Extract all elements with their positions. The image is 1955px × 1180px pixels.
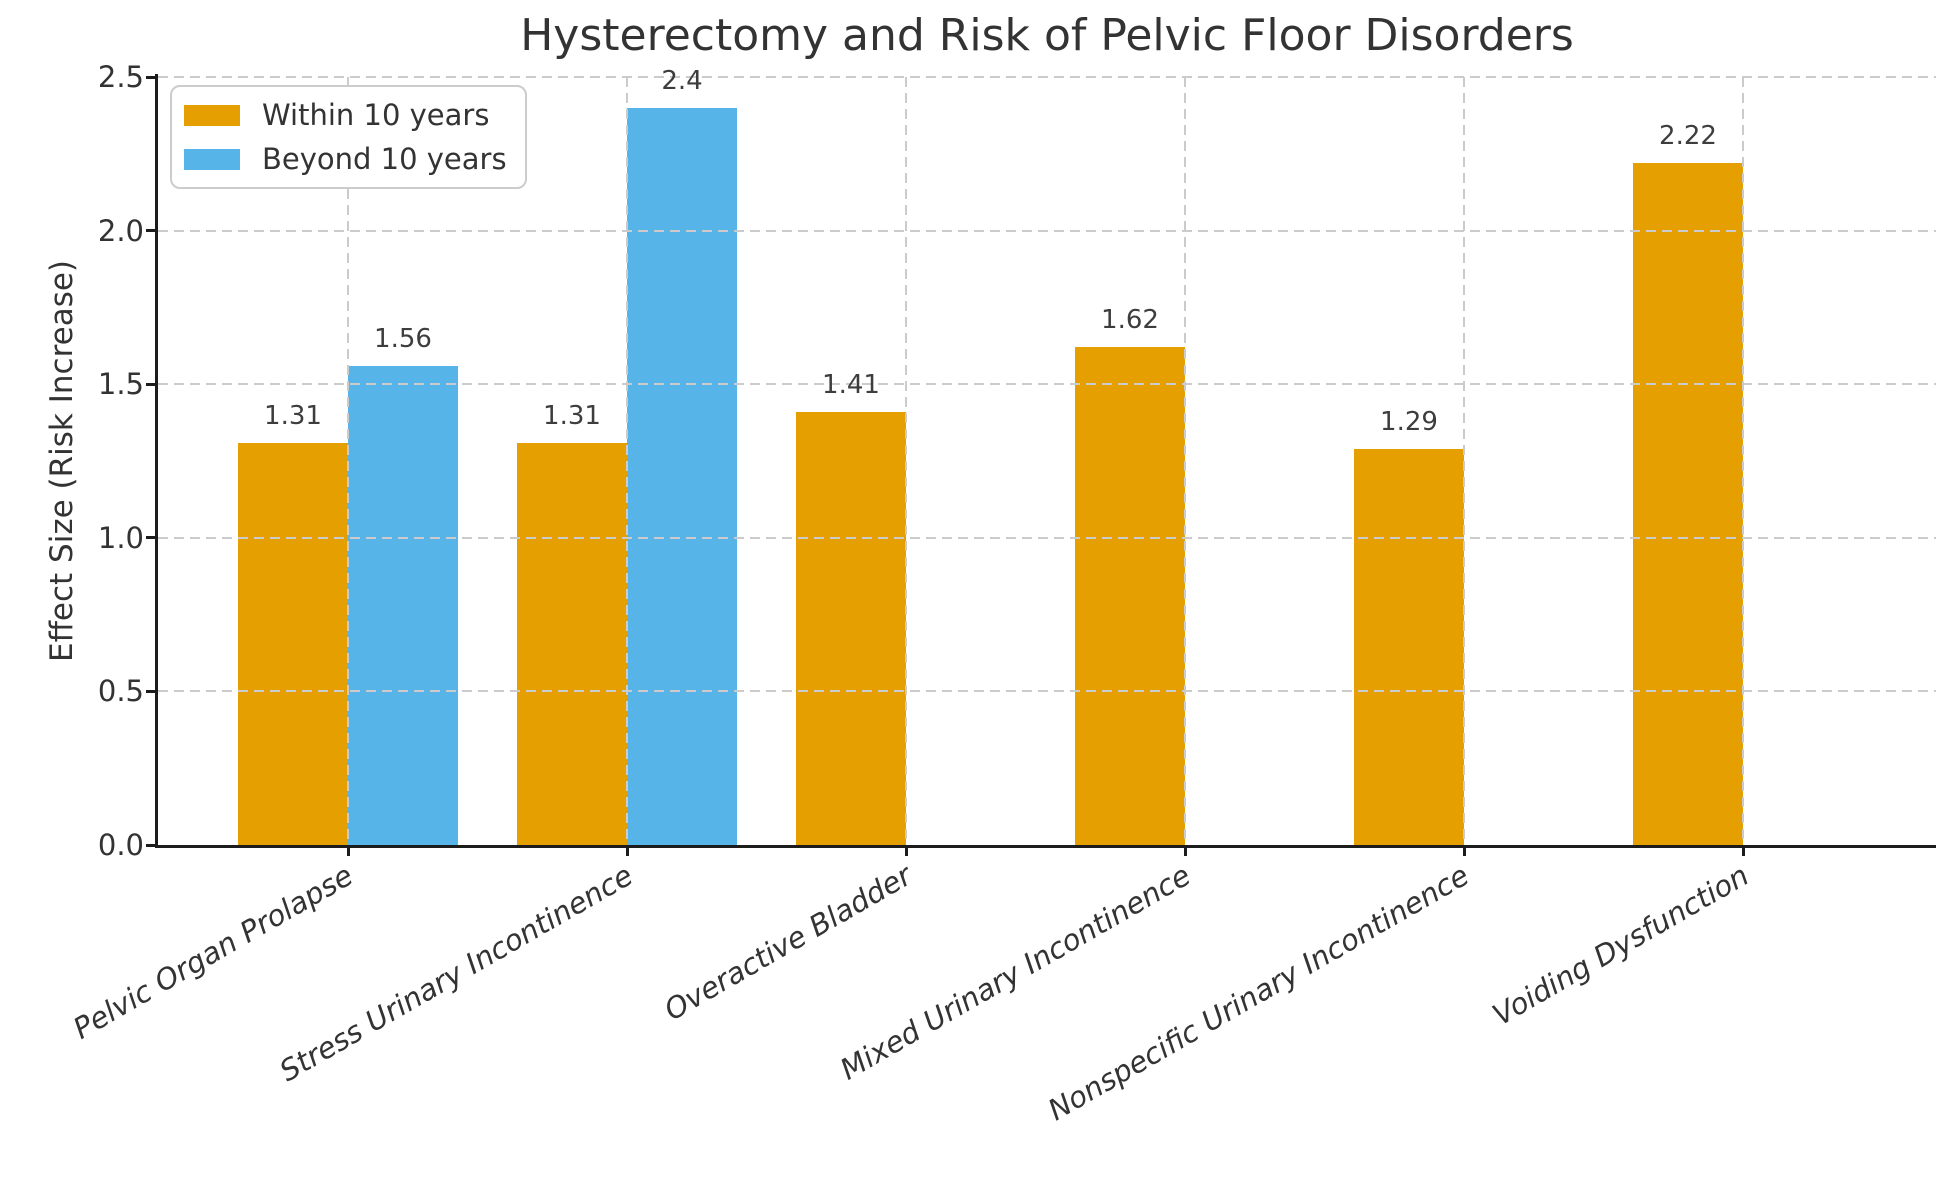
bar-within-10-years (1075, 347, 1185, 845)
y-tick-label: 0.5 (97, 674, 144, 709)
gridline-horizontal (158, 229, 1936, 232)
y-tick-label: 0.0 (97, 828, 144, 862)
legend-label: Beyond 10 years (262, 142, 507, 176)
gridline-vertical (347, 77, 349, 845)
bar-value-label: 1.56 (374, 323, 432, 354)
x-axis-tick (1741, 847, 1745, 856)
bar-value-label: 1.62 (1101, 305, 1159, 336)
y-axis-tick (146, 689, 156, 693)
y-tick-label: 2.5 (97, 60, 144, 94)
x-tick-label: Voiding Dysfunction (1486, 858, 1754, 1033)
bar-beyond-10-years (627, 107, 737, 845)
y-axis-tick (146, 229, 156, 233)
gridline-horizontal (158, 690, 1936, 693)
y-axis-tick (146, 382, 156, 386)
y-tick-label: 1.0 (97, 520, 144, 555)
gridline-vertical (1184, 77, 1186, 845)
gridline-horizontal (158, 383, 1936, 386)
legend: Within 10 years Beyond 10 years (170, 85, 527, 189)
bar-within-10-years (517, 442, 627, 845)
gridline-vertical (1463, 77, 1465, 845)
y-axis-spine (155, 74, 158, 848)
legend-item: Within 10 years (184, 98, 507, 132)
y-axis-tick (146, 536, 156, 540)
bar-beyond-10-years (348, 365, 458, 845)
x-tick-label: Overactive Bladder (658, 858, 917, 1028)
x-axis-spine (155, 845, 1936, 848)
bar-within-10-years (1633, 163, 1743, 845)
gridline-horizontal (158, 536, 1936, 539)
bar-within-10-years (1354, 448, 1464, 845)
x-axis-tick (1183, 847, 1187, 856)
y-axis-tick (146, 843, 156, 847)
bar-value-label: 1.29 (1380, 406, 1438, 437)
gridline-horizontal (158, 76, 1936, 78)
x-axis-tick (346, 847, 350, 856)
bar-value-label: 2.4 (661, 65, 703, 96)
x-axis-tick (625, 847, 629, 856)
bar-within-10-years (238, 442, 348, 845)
legend-label: Within 10 years (262, 98, 490, 132)
bar-value-label: 1.41 (822, 369, 880, 400)
bar-within-10-years (796, 411, 906, 845)
x-tick-label: Pelvic Organ Prolapse (67, 858, 359, 1046)
y-axis-tick (146, 75, 156, 79)
y-tick-label: 2.0 (97, 213, 144, 248)
x-axis-tick (904, 847, 908, 856)
legend-swatch-within-10-years (184, 104, 240, 126)
y-axis-label: Effect Size (Risk Increase) (44, 259, 80, 663)
gridline-vertical (905, 77, 907, 845)
y-tick-label: 1.5 (97, 367, 144, 402)
x-axis-tick (1462, 847, 1466, 856)
bar-value-label: 1.31 (543, 400, 601, 431)
legend-swatch-beyond-10-years (184, 148, 240, 170)
legend-item: Beyond 10 years (184, 142, 507, 176)
bar-value-label: 2.22 (1659, 121, 1717, 152)
chart-title: Hysterectomy and Risk of Pelvic Floor Di… (520, 10, 1574, 61)
gridline-vertical (626, 77, 628, 845)
bar-value-label: 1.31 (264, 400, 322, 431)
gridline-vertical (1742, 77, 1744, 845)
